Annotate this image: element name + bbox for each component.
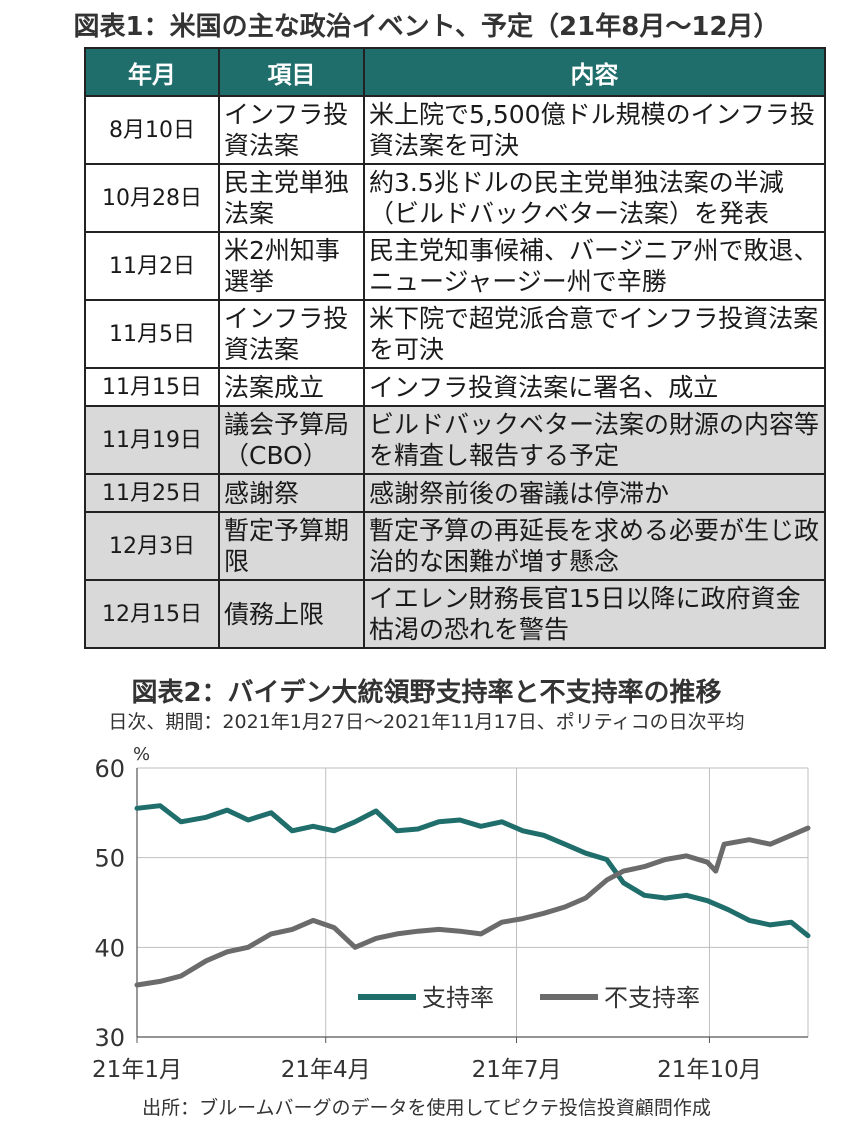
cell-item: 法案成立 (218, 367, 365, 407)
x-tick-label: 21年7月 (472, 1057, 562, 1083)
cell-date: 11月5日 (84, 299, 220, 369)
x-tick-label: 21年10月 (657, 1057, 762, 1083)
table-header-row: 年月 項目 内容 (84, 47, 826, 97)
y-tick-label: 50 (94, 845, 125, 873)
header-date: 年月 (84, 47, 220, 97)
cell-content: 感謝祭前後の審議は停滞か (363, 473, 826, 513)
y-tick-label: 60 (94, 755, 125, 783)
cell-content: イエレン財務長官15日以降に政府資金枯渇の恐れを警告 (363, 579, 826, 649)
table-row: 12月15日 債務上限 イエレン財務長官15日以降に政府資金枯渇の恐れを警告 (84, 579, 826, 649)
x-tick-label: 21年4月 (281, 1057, 371, 1083)
source-note: 出所：ブルームバーグのデータを使用してピクテ投信投資顧問作成 (142, 1097, 711, 1119)
cell-item: インフラ投資法案 (218, 95, 365, 165)
cell-content: 約3.5兆ドルの民主党単独法案の半減（ビルドバックベター法案）を発表 (363, 163, 826, 233)
cell-item: 感謝祭 (218, 473, 365, 513)
cell-content: 米下院で超党派合意でインフラ投資法案を可決 (363, 299, 826, 369)
cell-item: 民主党単独法案 (218, 163, 365, 233)
chart-title: 図表2：バイデン大統領野支持率と不支持率の推移 (131, 678, 722, 708)
legend-label: 支持率 (422, 984, 494, 1012)
events-table: 年月 項目 内容 8月10日 インフラ投資法案 米上院で5,500億ドル規模のイ… (84, 47, 826, 649)
cell-date: 12月15日 (84, 579, 220, 649)
cell-date: 11月2日 (84, 231, 220, 301)
cell-content: 民主党知事候補、バージニア州で敗退、ニュージャージー州で辛勝 (363, 231, 826, 301)
table-row: 11月15日 法案成立 インフラ投資法案に署名、成立 (84, 367, 826, 407)
header-item: 項目 (218, 47, 365, 97)
cell-content: インフラ投資法案に署名、成立 (363, 367, 826, 407)
approval-chart: 30 40 50 60% 21年1月 21年4月 21年7月 21年10月 支持率 不支持率 (92, 744, 811, 1083)
cell-date: 12月3日 (84, 511, 220, 581)
cell-content: ビルドバックベター法案の財源の内容等を精査し報告する予定 (363, 405, 826, 475)
table-row: 12月3日 暫定予算期限 暫定予算の再延長を求める必要が生じ政治的な困難が増す懸… (84, 511, 826, 581)
cell-content: 暫定予算の再延長を求める必要が生じ政治的な困難が増す懸念 (363, 511, 826, 581)
chart-subtitle: 日次、期間：2021年1月27日～2021年11月17日、ポリティコの日次平均 (108, 711, 745, 733)
header-content: 内容 (363, 47, 826, 97)
cell-date: 11月25日 (84, 473, 220, 513)
cell-date: 11月15日 (84, 367, 220, 407)
cell-item: 債務上限 (218, 579, 365, 649)
cell-date: 10月28日 (84, 163, 220, 233)
cell-content: 米上院で5,500億ドル規模のインフラ投資法案を可決 (363, 95, 826, 165)
cell-date: 8月10日 (84, 95, 220, 165)
cell-date: 11月19日 (84, 405, 220, 475)
y-axis-label: % (133, 744, 150, 765)
y-tick-label: 40 (94, 934, 125, 962)
cell-item: 議会予算局（CBO） (218, 405, 365, 475)
x-tick-label: 21年1月 (92, 1057, 182, 1083)
table-row: 11月25日 感謝祭 感謝祭前後の審議は停滞か (84, 473, 826, 513)
cell-item: インフラ投資法案 (218, 299, 365, 369)
table-row: 11月19日 議会予算局（CBO） ビルドバックベター法案の財源の内容等を精査し… (84, 405, 826, 475)
table-row: 11月5日 インフラ投資法案 米下院で超党派合意でインフラ投資法案を可決 (84, 299, 826, 369)
disapproval-line (134, 825, 811, 988)
approval-line (134, 803, 811, 939)
cell-item: 暫定予算期限 (218, 511, 365, 581)
table-row: 11月2日 米2州知事選挙 民主党知事候補、バージニア州で敗退、ニュージャージー… (84, 231, 826, 301)
table-title: 図表1：米国の主な政治イベント、予定（21年8月～12月） (73, 12, 780, 42)
table-row: 8月10日 インフラ投資法案 米上院で5,500億ドル規模のインフラ投資法案を可… (84, 95, 826, 165)
y-tick-label: 30 (94, 1024, 125, 1052)
legend-label: 不支持率 (604, 984, 700, 1012)
cell-item: 米2州知事選挙 (218, 231, 365, 301)
table-row: 10月28日 民主党単独法案 約3.5兆ドルの民主党単独法案の半減（ビルドバック… (84, 163, 826, 233)
